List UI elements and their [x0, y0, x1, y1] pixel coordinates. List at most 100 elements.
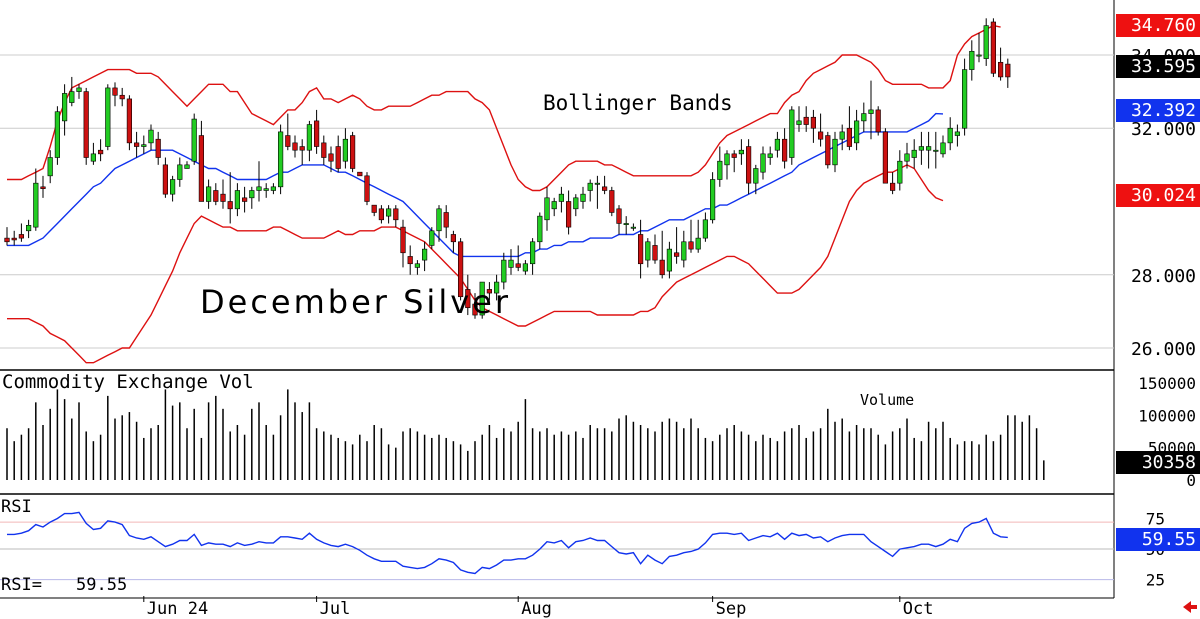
last-rsi-tag: 59.55: [1116, 528, 1200, 551]
candlestick: [832, 131, 838, 173]
candlestick: [4, 227, 10, 246]
candle-body-up: [681, 241, 687, 261]
candle-body-up: [868, 109, 874, 114]
mid-band-tag: 32.392: [1116, 99, 1200, 122]
candlestick: [385, 205, 392, 224]
candlestick: [220, 179, 226, 209]
candle-body-down: [335, 146, 341, 169]
candlestick: [349, 131, 356, 173]
candlestick: [861, 102, 867, 132]
candlestick: [54, 106, 60, 165]
candle-body-up: [940, 142, 946, 155]
candlestick: [544, 186, 550, 231]
candlestick: [529, 238, 536, 275]
candle-body-down: [825, 135, 831, 166]
lower-band-value: 30.024: [1131, 185, 1196, 206]
candlestick: [206, 179, 212, 209]
candlestick: [313, 109, 320, 154]
candle-body-up: [436, 208, 442, 232]
candlestick: [724, 150, 730, 180]
candlestick: [565, 190, 572, 235]
upper-band-value: 34.760: [1131, 15, 1196, 36]
candle-body-up: [976, 54, 982, 57]
candlestick: [306, 120, 313, 162]
last-price-tag: 33.595: [1116, 55, 1200, 78]
candlestick: [659, 230, 665, 279]
candlestick: [270, 183, 277, 195]
candlestick: [508, 249, 514, 275]
candlestick: [983, 18, 989, 66]
candle-body-down: [882, 131, 888, 184]
candlestick: [450, 230, 457, 253]
candle-body-down: [457, 241, 464, 298]
candle-body-up: [501, 259, 507, 283]
candle-body-down: [11, 237, 17, 241]
upper-band-tag: 34.760: [1116, 14, 1200, 37]
bollinger-bands-label: Bollinger Bands: [543, 91, 733, 115]
candlestick: [522, 260, 528, 275]
candlestick: [486, 282, 493, 301]
candlestick: [947, 117, 953, 151]
mid-band-value: 32.392: [1131, 100, 1196, 121]
candlestick: [702, 212, 708, 242]
candle-body-up: [263, 188, 269, 191]
rsi-tick-label: 25: [1146, 571, 1165, 590]
candlestick: [637, 219, 644, 279]
candlestick: [69, 76, 75, 107]
candlestick: [954, 124, 960, 147]
candlestick: [119, 87, 125, 107]
candle-body-down: [601, 186, 608, 191]
candle-body-up: [25, 224, 32, 232]
price-tick-label: 26.000: [1131, 339, 1196, 360]
candle-body-up: [796, 120, 802, 125]
candlestick: [673, 227, 680, 264]
candle-body-up: [594, 182, 600, 185]
candlestick: [227, 172, 233, 224]
candlestick: [357, 171, 363, 177]
candle-body-up: [724, 153, 730, 166]
candle-body-down: [313, 120, 320, 147]
candlestick: [25, 219, 32, 239]
candle-body-up: [753, 168, 759, 184]
candle-body-up: [529, 241, 536, 265]
candlestick: [472, 293, 478, 319]
candlestick: [112, 82, 118, 107]
candlestick: [328, 146, 334, 173]
candlestick: [796, 106, 802, 132]
candlestick: [170, 175, 176, 202]
candlestick: [277, 124, 284, 195]
candlestick: [558, 186, 564, 213]
candlestick: [198, 120, 205, 202]
candle-body-down: [515, 263, 521, 268]
candlestick: [378, 205, 385, 224]
candle-body-up: [911, 149, 917, 158]
candlestick: [1005, 58, 1011, 88]
candle-body-up: [148, 129, 154, 144]
x-axis-label: Aug: [521, 599, 552, 619]
candle-body-down: [846, 127, 852, 147]
rsi-readout-label: RSI=: [1, 575, 42, 595]
candle-body-up: [897, 160, 903, 184]
candlestick: [242, 186, 248, 213]
scroll-arrow-icon[interactable]: [1183, 601, 1197, 613]
candle-body-up: [90, 153, 96, 162]
candle-body-down: [465, 289, 471, 309]
candle-body-up: [342, 138, 349, 162]
candlestick: [587, 179, 593, 202]
candle-body-up: [191, 118, 197, 162]
candlestick: [47, 150, 53, 184]
candle-body-up: [760, 153, 766, 173]
candle-body-up: [623, 223, 629, 225]
candlestick: [709, 172, 716, 224]
volume-tick-label: 150000: [1138, 374, 1196, 393]
candlestick: [904, 142, 910, 169]
candle-body-up: [270, 186, 277, 191]
candle-body-up: [969, 50, 975, 70]
candlestick: [443, 205, 449, 239]
candlestick: [234, 183, 241, 217]
rsi-plot: [0, 511, 1114, 581]
volume-label: Volume: [860, 391, 914, 409]
candle-body-down: [393, 208, 399, 221]
candlestick: [846, 106, 852, 151]
candle-body-down: [155, 138, 161, 158]
